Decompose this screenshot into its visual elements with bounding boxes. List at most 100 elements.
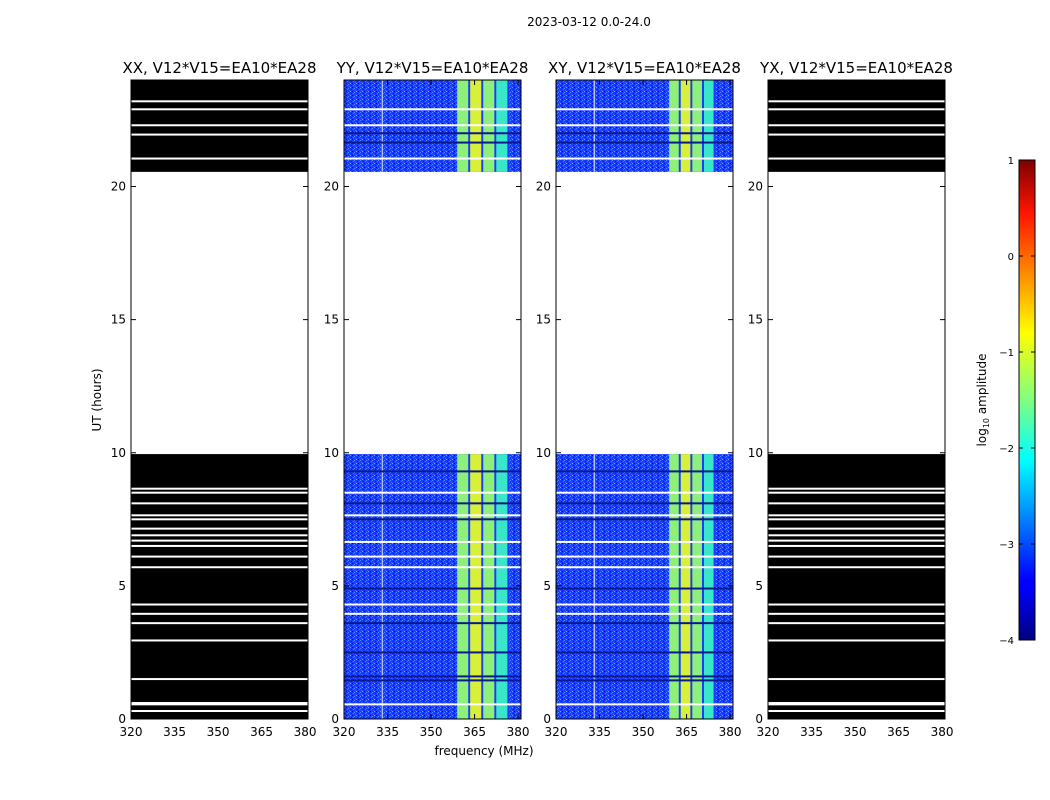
flag-gap (768, 108, 945, 111)
dark-stripe (556, 470, 733, 473)
dark-stripe (556, 587, 733, 590)
colorbar-tick-label: −1 (999, 348, 1014, 359)
panel-image (344, 80, 521, 719)
dark-stripe (344, 518, 521, 521)
panel-xx: XX, V12*V15=EA10*EA28 320 335 350 365 380 0 5 10… (111, 59, 317, 739)
flag-gap (768, 702, 945, 705)
x-axis-label: frequency (MHz) (434, 744, 533, 758)
y-tick-label: 20 (536, 180, 551, 194)
x-tick-label: 335 (376, 725, 399, 739)
y-tick-label: 20 (324, 180, 339, 194)
band-divider (701, 454, 704, 719)
x-tick-label: 350 (207, 725, 230, 739)
flag-gap (556, 703, 733, 706)
x-tick-label: 320 (120, 725, 143, 739)
y-tick-label: 10 (536, 446, 551, 460)
flag-gap (556, 555, 733, 558)
dark-stripe (556, 132, 733, 135)
panel-image (556, 80, 733, 719)
flag-gap (344, 603, 521, 606)
band-divider (690, 454, 693, 719)
y-tick-label: 15 (536, 313, 551, 327)
flag-gap (768, 555, 945, 558)
flag-gap (131, 100, 308, 103)
dark-stripe (556, 502, 733, 505)
flag-gap (131, 678, 308, 681)
flag-gap (131, 518, 308, 521)
panel-image (131, 80, 308, 719)
flag-gap (131, 491, 308, 494)
flag-gap (768, 710, 945, 713)
panel-image (768, 80, 945, 719)
x-tick-label: 365 (463, 725, 486, 739)
dark-stripe (344, 587, 521, 590)
flag-gap (768, 539, 945, 542)
rfi-band (703, 454, 716, 719)
panel-yy: YY, V12*V15=EA10*EA28 320 335 350 365 380 0 5 10… (324, 59, 530, 739)
flag-gap (344, 566, 521, 569)
channel-line (593, 454, 595, 719)
flag-gap (131, 639, 308, 642)
x-tick-label: 380 (294, 725, 317, 739)
flag-gap (768, 487, 945, 490)
y-tick-label: 20 (748, 180, 763, 194)
y-tick-label: 0 (331, 712, 339, 726)
dark-stripe (556, 141, 733, 144)
flag-gap (768, 566, 945, 569)
flag-gap (768, 612, 945, 615)
flag-gap (344, 491, 521, 494)
band-divider (468, 454, 471, 719)
figure-title: 2023-03-12 0.0-24.0 (527, 15, 651, 29)
dark-stripe (344, 502, 521, 505)
y-tick-label: 5 (118, 579, 126, 593)
flag-gap (344, 612, 521, 615)
flag-gap (131, 555, 308, 558)
dark-stripe (556, 679, 733, 682)
x-tick-label: 320 (545, 725, 568, 739)
y-tick-label: 15 (324, 313, 339, 327)
dark-stripe (344, 675, 521, 678)
flag-gap (131, 612, 308, 615)
flag-gap (131, 124, 308, 127)
colorbar-label: log10 amplitude (975, 354, 991, 447)
x-tick-label: 380 (719, 725, 742, 739)
flag-gap (556, 108, 733, 111)
x-tick-label: 365 (887, 725, 910, 739)
dark-stripe (556, 651, 733, 654)
y-tick-label: 5 (755, 579, 763, 593)
flag-gap (131, 544, 308, 547)
panel-title: YY, V12*V15=EA10*EA28 (336, 59, 529, 77)
flag-gap (131, 710, 308, 713)
flag-gap (768, 518, 945, 521)
y-tick-label: 10 (748, 446, 763, 460)
flag-gap (768, 491, 945, 494)
dark-stripe (344, 141, 521, 144)
panel-title: XX, V12*V15=EA10*EA28 (122, 59, 316, 77)
colorbar-ticks: 1 0 −1 −2 −3 −4 (999, 156, 1035, 647)
x-tick-label: 365 (250, 725, 273, 739)
flag-gap (768, 133, 945, 136)
x-tick-label: 335 (800, 725, 823, 739)
y-tick-label: 10 (324, 446, 339, 460)
panel-frame (767, 79, 946, 720)
flag-gap (344, 514, 521, 517)
y-tick-label: 5 (331, 579, 339, 593)
channel-line (381, 454, 383, 719)
flag-gap (131, 566, 308, 569)
y-tick-label: 0 (543, 712, 551, 726)
flag-gap (131, 622, 308, 625)
y-tick-label: 10 (111, 446, 126, 460)
colorbar-tick-label: 1 (1008, 156, 1014, 167)
flag-gap (768, 544, 945, 547)
x-tick-label: 350 (844, 725, 867, 739)
flag-gap (768, 100, 945, 103)
flag-gap (768, 622, 945, 625)
y-tick-label: 15 (748, 313, 763, 327)
flag-gap (556, 612, 733, 615)
flag-gap (556, 603, 733, 606)
flag-gap (131, 702, 308, 705)
flag-gap (556, 491, 733, 494)
x-tick-label: 335 (588, 725, 611, 739)
panel-title: YX, V12*V15=EA10*EA28 (759, 59, 953, 77)
